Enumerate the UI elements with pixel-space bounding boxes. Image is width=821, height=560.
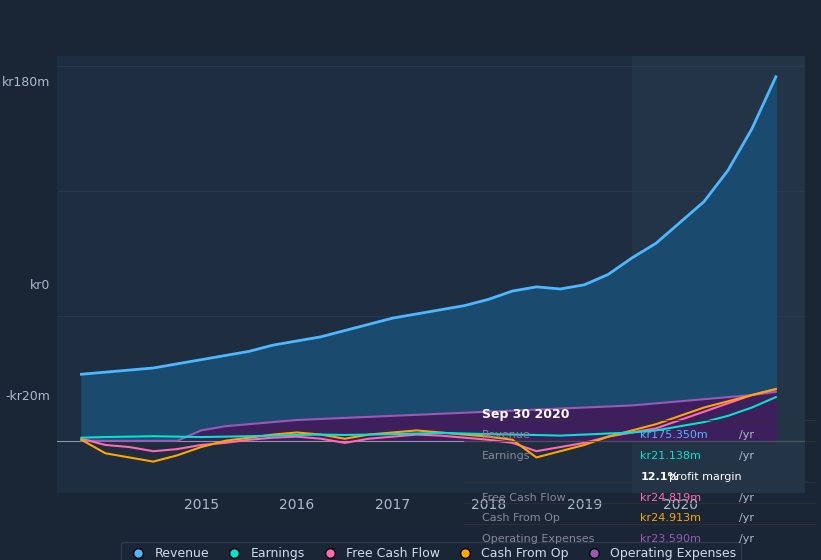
Text: /yr: /yr xyxy=(739,430,754,440)
Text: Revenue: Revenue xyxy=(481,430,530,440)
Text: kr0: kr0 xyxy=(30,279,50,292)
Text: /yr: /yr xyxy=(739,534,754,544)
Text: Free Cash Flow: Free Cash Flow xyxy=(481,493,565,502)
Text: kr23.590m: kr23.590m xyxy=(640,534,701,544)
Text: profit margin: profit margin xyxy=(668,472,741,482)
Text: /yr: /yr xyxy=(739,451,754,461)
Text: -kr20m: -kr20m xyxy=(5,390,50,403)
Text: kr180m: kr180m xyxy=(2,76,50,88)
Text: Sep 30 2020: Sep 30 2020 xyxy=(481,408,569,421)
Text: kr175.350m: kr175.350m xyxy=(640,430,709,440)
Text: Operating Expenses: Operating Expenses xyxy=(481,534,594,544)
Text: Cash From Op: Cash From Op xyxy=(481,514,559,523)
Text: kr24.819m: kr24.819m xyxy=(640,493,701,502)
Text: 12.1%: 12.1% xyxy=(640,472,679,482)
Text: Earnings: Earnings xyxy=(481,451,530,461)
Legend: Revenue, Earnings, Free Cash Flow, Cash From Op, Operating Expenses: Revenue, Earnings, Free Cash Flow, Cash … xyxy=(121,542,741,560)
Text: /yr: /yr xyxy=(739,493,754,502)
Bar xyxy=(632,56,805,493)
Text: kr21.138m: kr21.138m xyxy=(640,451,701,461)
Text: /yr: /yr xyxy=(739,514,754,523)
Text: kr24.913m: kr24.913m xyxy=(640,514,701,523)
